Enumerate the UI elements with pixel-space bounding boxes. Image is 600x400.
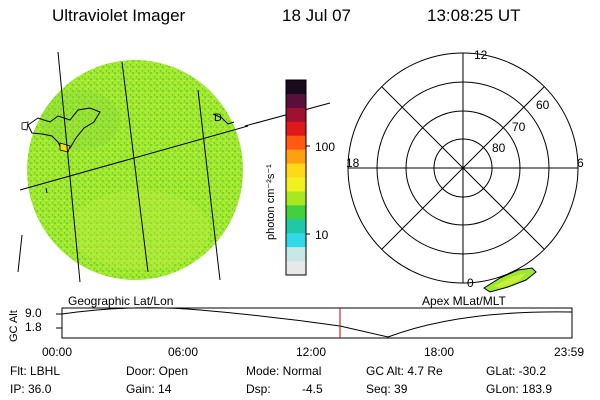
colorbar-segment <box>286 80 306 95</box>
altitude-plot-frame <box>61 307 573 339</box>
info-ip: IP: 36.0 <box>10 382 52 396</box>
marker-text: D <box>214 112 222 124</box>
mlt-label-12: 12 <box>474 48 488 62</box>
colorbar-segment <box>286 219 306 234</box>
longitude-line <box>121 61 149 273</box>
colorbar-segment <box>286 149 306 165</box>
imager-scene: D <box>17 51 579 293</box>
info-glat: GLat: -30.2 <box>486 364 547 378</box>
colorbar <box>285 79 310 276</box>
colorbar-segment <box>286 135 306 151</box>
mlat-label-70: 70 <box>512 120 526 134</box>
image-date: 18 Jul 07 <box>282 6 351 25</box>
altitude-curve <box>61 307 573 338</box>
time-tick-0600: 06:00 <box>168 345 199 359</box>
geographic-image: D <box>17 51 331 283</box>
coastline <box>27 107 101 151</box>
altitude-ytick-low: 1.8 <box>25 320 42 334</box>
info-dsp: Dsp: <box>246 382 271 396</box>
colorbar-tick-100: 100 <box>315 140 336 154</box>
apex-label: Apex MLat/MLT <box>422 294 506 308</box>
time-tick-1200: 12:00 <box>296 345 327 359</box>
colorbar-unit-label: photon cm⁻²s⁻¹ <box>265 164 277 240</box>
info-gc-alt: GC Alt: 4.7 Re <box>366 364 443 378</box>
altitude-plot <box>56 307 573 339</box>
mlt-label-6: 6 <box>577 156 584 170</box>
info-glon: GLon: 183.9 <box>486 382 553 396</box>
mlat-label-60: 60 <box>536 98 550 112</box>
colorbar-tick-10: 10 <box>315 228 329 242</box>
colorbar-segment <box>286 93 306 109</box>
polar-grid <box>347 52 579 293</box>
info-dsp-value: -4.5 <box>302 382 323 396</box>
colorbar-segment <box>286 107 306 123</box>
info-filter: Flt: LBHL <box>10 364 61 378</box>
colorbar-segment <box>286 233 306 248</box>
altitude-ylabel: GC Alt <box>8 310 20 342</box>
longitude-line <box>57 51 81 283</box>
info-seq: Seq: 39 <box>366 382 408 396</box>
colorbar-segment <box>286 177 306 192</box>
colorbar-frame <box>285 79 307 276</box>
colorbar-segment <box>286 247 306 262</box>
altitude-ytick-high: 9.0 <box>25 306 42 320</box>
instrument-title: Ultraviolet Imager <box>52 6 186 25</box>
info-gain: Gain: 14 <box>126 382 172 396</box>
info-door: Door: Open <box>126 364 189 378</box>
colorbar-segment <box>286 191 306 206</box>
mlt-label-18: 18 <box>346 156 360 170</box>
colorbar-segment <box>286 121 306 137</box>
info-mode: Mode: Normal <box>246 364 322 378</box>
geographic-label: Geographic Lat/Lon <box>68 294 174 308</box>
mlat-label-80: 80 <box>492 141 506 155</box>
latitude-line <box>19 125 249 191</box>
colorbar-segment <box>286 205 306 220</box>
image-time: 13:08:25 UT <box>427 6 521 25</box>
colorbar-segment <box>286 163 306 178</box>
colorbar-segment <box>286 261 306 276</box>
time-tick-0000: 00:00 <box>42 345 73 359</box>
time-tick-2359: 23:59 <box>554 345 585 359</box>
time-tick-1800: 18:00 <box>424 345 455 359</box>
mlt-label-0: 0 <box>467 276 474 290</box>
longitude-line <box>197 89 221 281</box>
